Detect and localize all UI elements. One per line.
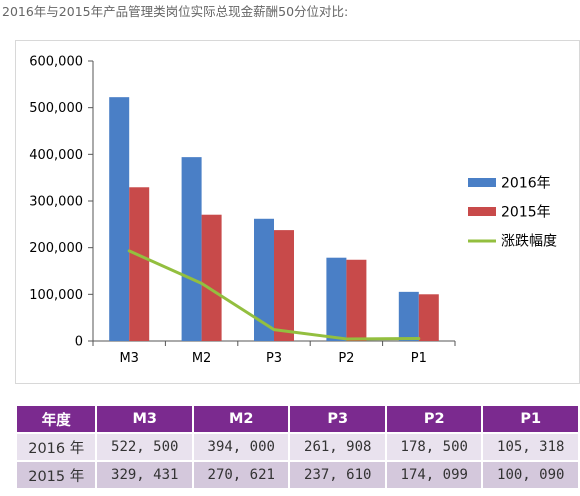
y-tick-label: 0: [75, 335, 83, 350]
bar-chart: 0 100,000 200,000 300,000 400,000 500,000 600,…: [29, 55, 557, 367]
bar-2016: [254, 218, 274, 341]
bar-2016: [109, 97, 130, 341]
header-m2: M2: [193, 406, 289, 432]
table-row-2016: 2016 年 522, 500 394, 000 261, 908 178, 5…: [17, 434, 578, 460]
y-tick-label: 300,000: [29, 195, 83, 210]
y-tick-label: 200,000: [29, 241, 83, 256]
cell-value: 394, 000: [193, 434, 289, 460]
y-tick-label: 400,000: [29, 148, 83, 163]
legend-label-2015: 2015年: [501, 205, 551, 221]
table-header-row: 年度 M3 M2 P3 P2 P1: [17, 406, 578, 432]
chart-caption: 2016年与2015年产品管理类岗位实际总现金薪酬50分位对比:: [2, 4, 349, 19]
chart-panel: 0 100,000 200,000 300,000 400,000 500,000 600,…: [15, 40, 580, 384]
y-tick-label: 100,000: [29, 288, 83, 303]
header-p2: P2: [386, 406, 482, 432]
x-tick-label: M2: [192, 351, 212, 366]
legend-swatch-2016: [468, 178, 496, 187]
legend-label-change: 涨跌幅度: [501, 234, 557, 250]
cell-value: 174, 099: [386, 462, 482, 488]
change-line: [127, 249, 421, 341]
bar-2016: [326, 257, 347, 341]
header-p1: P1: [483, 406, 578, 432]
x-tick-label: P2: [338, 351, 354, 366]
y-tick-label: 500,000: [29, 101, 83, 116]
bar-2015: [418, 294, 439, 341]
cell-value: 178, 500: [386, 434, 482, 460]
legend-swatch-2015: [468, 207, 496, 216]
y-tick-label: 600,000: [29, 55, 83, 70]
table-row-2015: 2015 年 329, 431 270, 621 237, 610 174, 0…: [17, 462, 578, 488]
legend-label-2016: 2016年: [501, 176, 551, 192]
bar-2015: [129, 187, 150, 341]
bar-2016: [181, 157, 202, 341]
cell-value: 105, 318: [483, 434, 578, 460]
x-tick-label: P3: [266, 351, 282, 366]
cell-value: 100, 090: [483, 462, 578, 488]
cell-value: 329, 431: [97, 462, 192, 488]
bar-2016: [398, 291, 419, 341]
x-tick-label: P1: [411, 351, 427, 366]
cell-value: 522, 500: [97, 434, 192, 460]
cell-value: 237, 610: [290, 462, 385, 488]
cell-value: 270, 621: [193, 462, 289, 488]
cell-year: 2016 年: [17, 434, 96, 460]
bar-2015: [201, 214, 222, 341]
salary-table: 年度 M3 M2 P3 P2 P1 2016 年 522, 500 394, 0…: [15, 404, 580, 490]
header-year: 年度: [17, 406, 96, 432]
bar-2015: [346, 259, 367, 341]
cell-value: 261, 908: [290, 434, 385, 460]
cell-year: 2015 年: [17, 462, 96, 488]
header-p3: P3: [290, 406, 385, 432]
header-m3: M3: [97, 406, 192, 432]
x-tick-label: M3: [119, 351, 139, 366]
bar-2015: [274, 230, 294, 341]
